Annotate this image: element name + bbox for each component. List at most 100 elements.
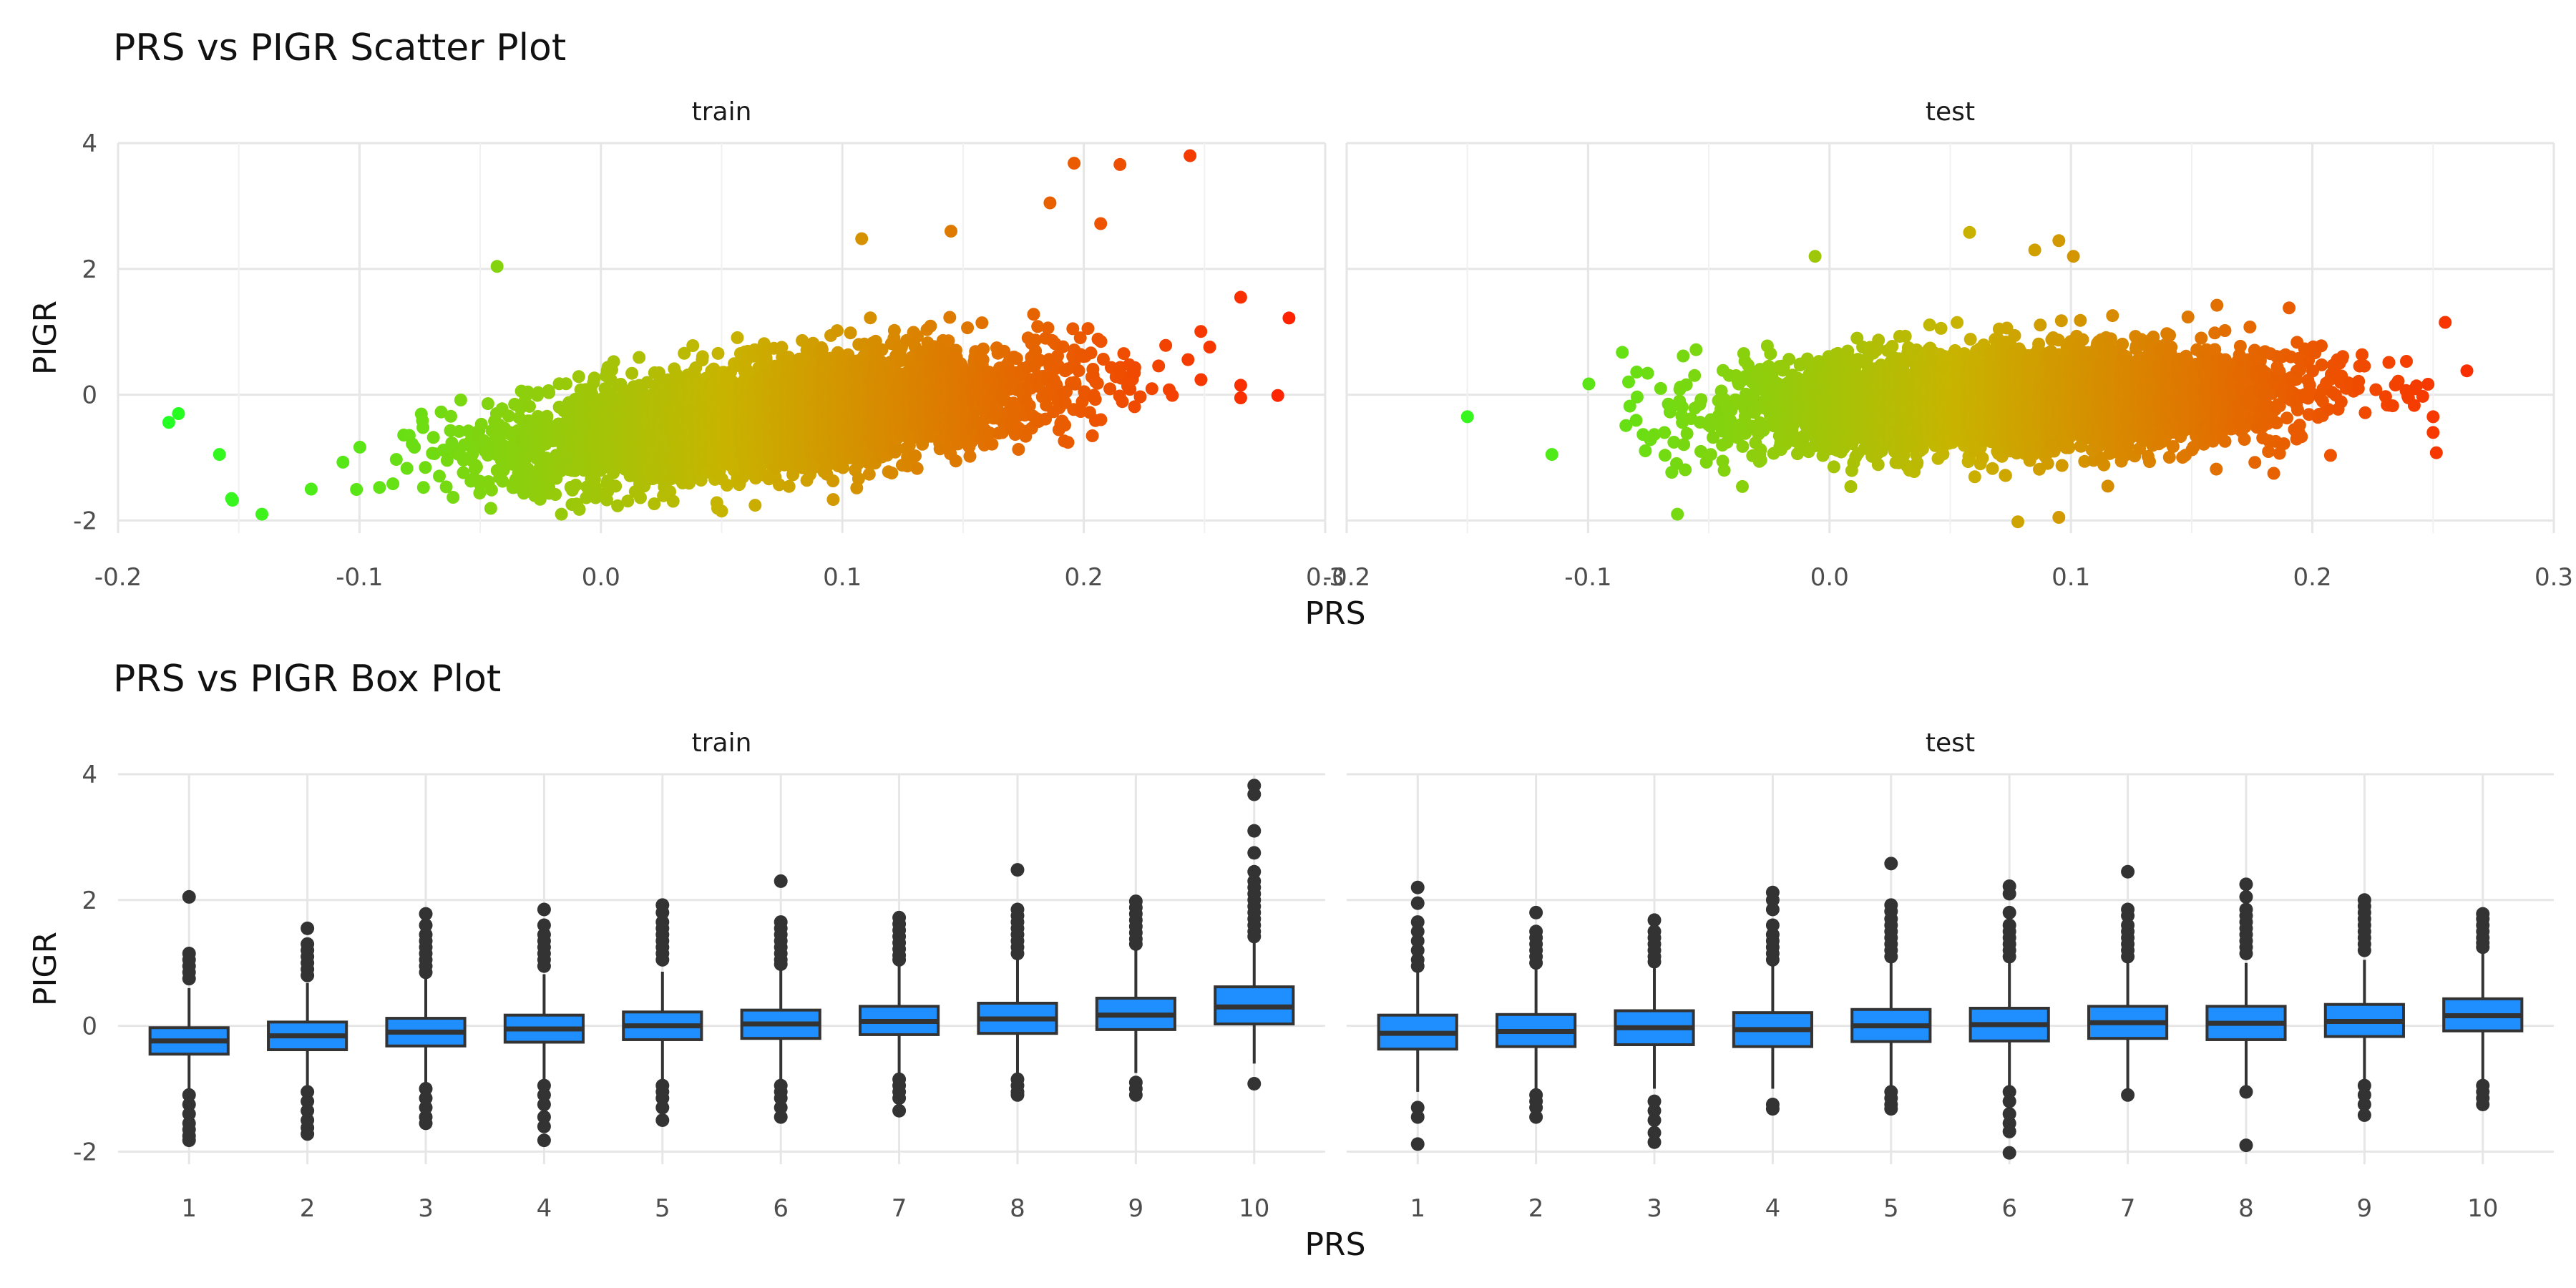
scatter-point xyxy=(963,449,977,463)
scatter-point xyxy=(985,437,999,451)
scatter-point xyxy=(490,260,504,273)
strip-label-train: train xyxy=(692,97,752,127)
scatter-point xyxy=(419,461,432,474)
scatter-point xyxy=(663,485,677,498)
scatter-point xyxy=(1088,393,1102,406)
scatter-point xyxy=(634,491,647,504)
scatter-point xyxy=(560,377,572,391)
scatter-point xyxy=(945,225,957,238)
scatter-point xyxy=(1012,443,1025,456)
scatter-point xyxy=(1677,438,1691,452)
scatter-x-tick-train: 0.1 xyxy=(823,563,862,592)
scatter-point xyxy=(1084,346,1098,360)
scatter-point xyxy=(1641,366,1654,380)
scatter-point xyxy=(162,416,175,429)
scatter-point xyxy=(433,469,446,483)
scatter-point xyxy=(625,366,639,380)
scatter-point xyxy=(213,448,226,462)
scatter-point xyxy=(885,467,899,480)
scatter-x-tick-test: -0.1 xyxy=(1564,563,1611,592)
scatter-point xyxy=(1181,353,1195,366)
scatter-point xyxy=(226,494,239,507)
scatter-point xyxy=(696,350,709,364)
scatter-point xyxy=(484,502,497,515)
scatter-point xyxy=(1072,364,1085,378)
scatter-point xyxy=(1764,347,1777,361)
scatter-point xyxy=(1282,311,1296,325)
scatter-point xyxy=(1460,410,1474,424)
scatter-point xyxy=(1094,413,1108,426)
scatter-title: PRS vs PIGR Scatter Plot xyxy=(113,26,566,69)
scatter-point xyxy=(653,366,665,379)
scatter-point xyxy=(862,467,876,481)
scatter-point xyxy=(1081,322,1095,336)
scatter-point xyxy=(1234,379,1247,392)
scatter-point xyxy=(1117,347,1131,361)
scatter-point xyxy=(400,462,414,475)
scatter-point xyxy=(1094,335,1108,348)
scatter-point xyxy=(1166,389,1179,402)
scatter-points-train xyxy=(162,149,1296,521)
scatter-point xyxy=(1041,321,1055,335)
scatter-point xyxy=(1058,419,1071,432)
scatter-point xyxy=(569,479,582,492)
scatter-point xyxy=(977,342,990,356)
scatter-point xyxy=(961,321,975,335)
scatter-point xyxy=(523,399,536,413)
scatter-point xyxy=(457,466,470,479)
scatter-point xyxy=(1159,338,1173,352)
scatter-point xyxy=(444,409,457,423)
scatter-point xyxy=(648,497,661,511)
scatter-point xyxy=(1844,480,1858,493)
scatter-point xyxy=(1091,376,1104,390)
scatter-point xyxy=(1582,377,1596,391)
scatter-point xyxy=(1871,458,1885,472)
scatter-point xyxy=(731,331,744,344)
scatter-point xyxy=(949,454,962,468)
scatter-point xyxy=(304,482,318,496)
scatter-point xyxy=(1145,382,1158,396)
scatter-point xyxy=(924,319,937,333)
scatter-x-tick-test: -0.2 xyxy=(1323,563,1370,592)
scatter-point xyxy=(434,405,448,419)
scatter-x-tick-test: 0.0 xyxy=(1810,563,1849,592)
scatter-point xyxy=(1654,381,1667,395)
scatter-point xyxy=(782,479,796,493)
scatter-point xyxy=(496,474,509,488)
scatter-point xyxy=(336,455,350,469)
scatter-point xyxy=(1061,436,1075,449)
scatter-point xyxy=(826,493,840,507)
scatter-point xyxy=(572,502,586,516)
scatter-point xyxy=(1754,454,1767,467)
scatter-point xyxy=(1152,359,1166,373)
scatter-point xyxy=(1616,346,1629,359)
scatter-point xyxy=(389,453,403,467)
scatter-point xyxy=(474,417,488,431)
scatter-point xyxy=(1068,157,1081,170)
scatter-point xyxy=(1085,429,1099,442)
scatter-point xyxy=(350,483,364,496)
scatter-point xyxy=(1639,444,1652,457)
scatter-point xyxy=(1658,449,1672,462)
scatter-point xyxy=(469,460,483,474)
scatter-point xyxy=(1704,448,1717,462)
scatter-point xyxy=(864,311,877,325)
scatter-x-tick-train: 0.2 xyxy=(1065,563,1103,592)
scatter-point xyxy=(1630,365,1644,379)
scatter-point xyxy=(1116,395,1129,409)
scatter-point xyxy=(587,371,601,385)
scatter-point xyxy=(454,394,467,406)
scatter-point xyxy=(1043,196,1057,210)
scatter-point xyxy=(1782,353,1796,366)
scatter-point xyxy=(1689,343,1703,356)
scatter-point xyxy=(1194,325,1208,338)
scatter-point xyxy=(532,386,545,399)
scatter-point xyxy=(666,494,680,508)
scatter-point xyxy=(416,421,430,434)
scatter-point xyxy=(607,355,620,369)
scatter-point xyxy=(590,485,603,499)
scatter-point xyxy=(614,378,628,391)
scatter-point xyxy=(748,499,762,512)
scatter-point xyxy=(1622,375,1635,389)
scatter-point xyxy=(1680,426,1694,440)
